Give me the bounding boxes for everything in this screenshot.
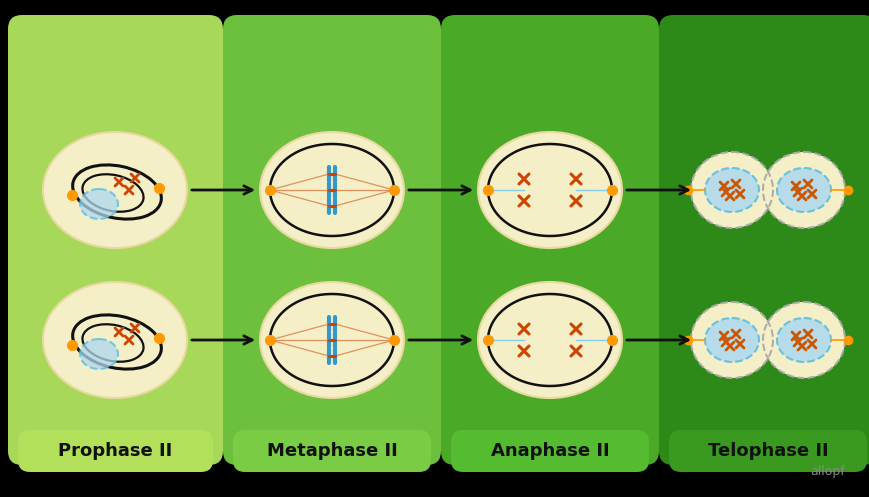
Ellipse shape (777, 318, 831, 362)
FancyBboxPatch shape (451, 430, 649, 472)
FancyBboxPatch shape (669, 430, 867, 472)
Text: Telophase II: Telophase II (707, 442, 828, 460)
Ellipse shape (260, 282, 404, 398)
Ellipse shape (691, 152, 773, 228)
Ellipse shape (777, 168, 831, 212)
Text: allopf: allopf (810, 465, 845, 478)
FancyBboxPatch shape (223, 15, 441, 465)
Ellipse shape (80, 339, 118, 369)
Ellipse shape (43, 282, 187, 398)
Ellipse shape (691, 302, 773, 378)
Ellipse shape (763, 302, 845, 378)
FancyBboxPatch shape (659, 15, 869, 465)
FancyBboxPatch shape (233, 430, 431, 472)
Text: Anaphase II: Anaphase II (491, 442, 609, 460)
Ellipse shape (478, 282, 622, 398)
Ellipse shape (260, 132, 404, 248)
FancyBboxPatch shape (8, 15, 223, 465)
FancyBboxPatch shape (441, 15, 659, 465)
Ellipse shape (705, 318, 759, 362)
Text: Metaphase II: Metaphase II (267, 442, 397, 460)
Text: Prophase II: Prophase II (58, 442, 173, 460)
Ellipse shape (80, 189, 118, 219)
Ellipse shape (763, 152, 845, 228)
Ellipse shape (478, 132, 622, 248)
Ellipse shape (705, 168, 759, 212)
FancyBboxPatch shape (18, 430, 213, 472)
Ellipse shape (43, 132, 187, 248)
